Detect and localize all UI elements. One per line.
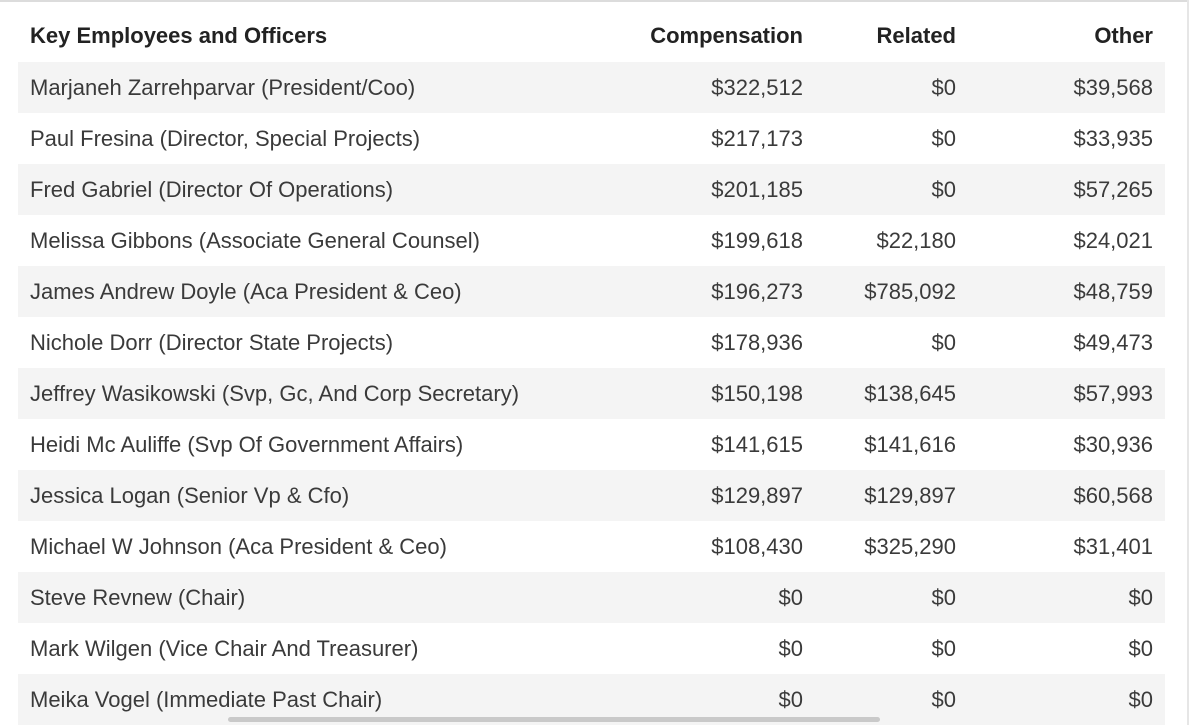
table-row: Nichole Dorr (Director State Projects) $…	[18, 317, 1165, 368]
related-value: $141,616	[815, 419, 968, 470]
compensation-value: $141,615	[578, 419, 815, 470]
related-value: $0	[815, 623, 968, 674]
employee-name: Paul Fresina (Director, Special Projects…	[18, 113, 578, 164]
other-value: $24,021	[968, 215, 1165, 266]
compensation-value: $108,430	[578, 521, 815, 572]
employee-name: Michael W Johnson (Aca President & Ceo)	[18, 521, 578, 572]
right-divider	[1187, 0, 1189, 725]
related-value: $129,897	[815, 470, 968, 521]
table-row: Steve Revnew (Chair) $0 $0 $0	[18, 572, 1165, 623]
compensation-value: $201,185	[578, 164, 815, 215]
related-value: $0	[815, 572, 968, 623]
table-row: Melissa Gibbons (Associate General Couns…	[18, 215, 1165, 266]
other-value: $57,993	[968, 368, 1165, 419]
table-row: Fred Gabriel (Director Of Operations) $2…	[18, 164, 1165, 215]
employee-name: Heidi Mc Auliffe (Svp Of Government Affa…	[18, 419, 578, 470]
table-row: Mark Wilgen (Vice Chair And Treasurer) $…	[18, 623, 1165, 674]
table-row: Jeffrey Wasikowski (Svp, Gc, And Corp Se…	[18, 368, 1165, 419]
compensation-value: $129,897	[578, 470, 815, 521]
compensation-value: $217,173	[578, 113, 815, 164]
employee-name: Melissa Gibbons (Associate General Couns…	[18, 215, 578, 266]
header-name: Key Employees and Officers	[30, 23, 328, 48]
employee-name: Marjaneh Zarrehparvar (President/Coo)	[18, 62, 578, 113]
related-value: $325,290	[815, 521, 968, 572]
compensation-value: $0	[578, 674, 815, 725]
related-value: $138,645	[815, 368, 968, 419]
other-value: $30,936	[968, 419, 1165, 470]
other-value: $0	[968, 674, 1165, 725]
employee-name: Nichole Dorr (Director State Projects)	[18, 317, 578, 368]
table-row: Jessica Logan (Senior Vp & Cfo) $129,897…	[18, 470, 1165, 521]
table-header: Key Employees and Officers Compensation …	[18, 10, 1165, 62]
table-row: Marjaneh Zarrehparvar (President/Coo) $3…	[18, 62, 1165, 113]
related-value: $0	[815, 317, 968, 368]
related-value: $0	[815, 113, 968, 164]
other-value: $39,568	[968, 62, 1165, 113]
other-value: $0	[968, 623, 1165, 674]
related-value: $0	[815, 62, 968, 113]
compensation-value: $0	[578, 572, 815, 623]
compensation-value: $0	[578, 623, 815, 674]
employee-name: Steve Revnew (Chair)	[18, 572, 578, 623]
related-value: $0	[815, 164, 968, 215]
compensation-value: $150,198	[578, 368, 815, 419]
top-divider	[0, 0, 1188, 2]
compensation-value: $178,936	[578, 317, 815, 368]
other-value: $49,473	[968, 317, 1165, 368]
employee-name: Meika Vogel (Immediate Past Chair)	[18, 674, 578, 725]
other-value: $31,401	[968, 521, 1165, 572]
other-value: $60,568	[968, 470, 1165, 521]
table-row: Meika Vogel (Immediate Past Chair) $0 $0…	[18, 674, 1165, 725]
header-other: Other	[1094, 23, 1153, 48]
table-row: Michael W Johnson (Aca President & Ceo) …	[18, 521, 1165, 572]
horizontal-scrollbar[interactable]	[228, 717, 880, 722]
header-row: Key Employees and Officers Compensation …	[18, 10, 1165, 62]
other-value: $57,265	[968, 164, 1165, 215]
table-row: Heidi Mc Auliffe (Svp Of Government Affa…	[18, 419, 1165, 470]
other-value: $33,935	[968, 113, 1165, 164]
table-row: James Andrew Doyle (Aca President & Ceo)…	[18, 266, 1165, 317]
related-value: $785,092	[815, 266, 968, 317]
key-employees-table: Key Employees and Officers Compensation …	[18, 10, 1165, 725]
other-value: $0	[968, 572, 1165, 623]
employee-name: Fred Gabriel (Director Of Operations)	[18, 164, 578, 215]
other-value: $48,759	[968, 266, 1165, 317]
table-body: Marjaneh Zarrehparvar (President/Coo) $3…	[18, 62, 1165, 725]
related-value: $22,180	[815, 215, 968, 266]
header-related: Related	[876, 23, 956, 48]
table-row: Paul Fresina (Director, Special Projects…	[18, 113, 1165, 164]
employee-name: Jeffrey Wasikowski (Svp, Gc, And Corp Se…	[18, 368, 578, 419]
compensation-value: $322,512	[578, 62, 815, 113]
compensation-value: $196,273	[578, 266, 815, 317]
header-compensation: Compensation	[650, 23, 803, 48]
employee-name: James Andrew Doyle (Aca President & Ceo)	[18, 266, 578, 317]
employee-name: Mark Wilgen (Vice Chair And Treasurer)	[18, 623, 578, 674]
compensation-value: $199,618	[578, 215, 815, 266]
related-value: $0	[815, 674, 968, 725]
employee-name: Jessica Logan (Senior Vp & Cfo)	[18, 470, 578, 521]
